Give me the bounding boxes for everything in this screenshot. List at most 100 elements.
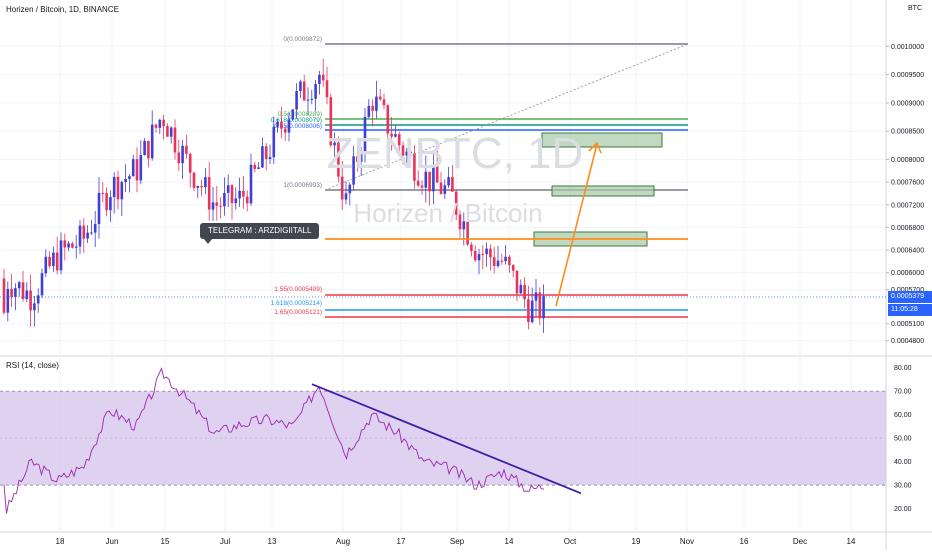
candle-body bbox=[439, 182, 443, 194]
candle-body bbox=[109, 197, 112, 211]
candle-body bbox=[29, 290, 32, 311]
candle-body bbox=[492, 257, 496, 267]
candle-body bbox=[470, 244, 473, 251]
candle-body bbox=[382, 99, 386, 106]
candle-body bbox=[280, 122, 283, 129]
candle-body bbox=[90, 232, 93, 234]
candle-body bbox=[378, 96, 382, 100]
candle-body bbox=[481, 254, 485, 256]
candle-body bbox=[333, 142, 336, 146]
callout-tail bbox=[204, 239, 212, 244]
fib-level-label: 1.618(0.0005214) bbox=[271, 300, 322, 307]
candle-body bbox=[527, 299, 530, 323]
price-tick-label: 0.0010000 bbox=[891, 44, 924, 51]
candle-body bbox=[71, 243, 74, 248]
candle-body bbox=[287, 119, 291, 133]
candle-body bbox=[363, 116, 367, 154]
candle-body bbox=[116, 176, 120, 200]
candle-body bbox=[405, 151, 409, 156]
candle-body bbox=[473, 250, 477, 261]
candle-body bbox=[173, 127, 177, 153]
target-zone-box bbox=[551, 185, 655, 197]
candle-body bbox=[519, 284, 523, 294]
candle-body bbox=[128, 176, 131, 180]
candle-body bbox=[120, 182, 124, 200]
price-tick-label: 0.0005100 bbox=[891, 321, 924, 328]
fib-level-label: 1.65(0.0005121) bbox=[274, 309, 322, 316]
countdown-tag: 11:05:28 bbox=[888, 304, 932, 316]
candle-body bbox=[447, 177, 450, 186]
candle-body bbox=[500, 260, 504, 262]
time-tick-label: 13 bbox=[268, 537, 277, 546]
rsi-trendline bbox=[311, 383, 582, 495]
candle-body bbox=[352, 156, 355, 185]
time-tick-label: 18 bbox=[56, 537, 65, 546]
candle-body bbox=[318, 74, 321, 84]
candle-body bbox=[78, 225, 82, 247]
candle-body bbox=[424, 171, 428, 188]
candle-body bbox=[394, 134, 397, 137]
candle-body bbox=[188, 153, 192, 173]
candles bbox=[2, 58, 545, 333]
candle-body bbox=[325, 80, 329, 98]
candle-body bbox=[17, 282, 21, 289]
fib-level-label: 1.55(0.0005409) bbox=[274, 286, 322, 293]
candle-body bbox=[52, 252, 55, 266]
drawings[interactable] bbox=[0, 43, 886, 495]
candle-body bbox=[291, 109, 295, 120]
candle-body bbox=[21, 282, 25, 300]
candle-body bbox=[508, 256, 511, 266]
telegram-callout[interactable]: TELEGRAM : ARZDIGIITALL bbox=[200, 223, 320, 239]
candle-body bbox=[207, 177, 211, 210]
candle-body bbox=[63, 240, 67, 248]
candle-body bbox=[166, 126, 169, 137]
candle-body bbox=[97, 192, 101, 225]
candle-body bbox=[245, 196, 249, 204]
candle-body bbox=[33, 303, 36, 311]
candle-body bbox=[435, 165, 439, 183]
candle-body bbox=[420, 185, 424, 188]
candle-body bbox=[6, 288, 10, 313]
candle-body bbox=[215, 202, 219, 206]
candle-body bbox=[413, 153, 416, 181]
rsi-tick-label: 20.00 bbox=[894, 506, 912, 513]
watermark-name: Horizen / Bitcoin bbox=[353, 198, 542, 228]
time-tick-label: 15 bbox=[161, 537, 170, 546]
time-tick-label: Aug bbox=[336, 537, 350, 546]
price-tick-label: 0.0008000 bbox=[891, 157, 924, 164]
candle-body bbox=[59, 240, 63, 271]
candle-body bbox=[409, 151, 412, 154]
candle-body bbox=[496, 260, 500, 267]
time-tick-label: 19 bbox=[632, 537, 641, 546]
price-tick-label: 0.0005700 bbox=[891, 287, 924, 294]
candle-body bbox=[504, 256, 507, 262]
projection-arrow bbox=[555, 143, 598, 307]
symbol-header: Horizen / Bitcoin, 1D, BINANCE bbox=[6, 5, 119, 14]
projection-arrowhead bbox=[588, 141, 602, 154]
candle-body bbox=[485, 248, 488, 255]
candle-body bbox=[200, 186, 203, 188]
time-tick-label: Nov bbox=[680, 537, 694, 546]
candle-body bbox=[466, 221, 469, 245]
candle-body bbox=[261, 146, 264, 168]
candle-body bbox=[432, 165, 435, 192]
price-tick-label: 0.0006000 bbox=[891, 270, 924, 277]
price-tick-label: 0.0007200 bbox=[891, 202, 924, 209]
time-tick-label: Oct bbox=[564, 537, 577, 546]
candle-body bbox=[356, 156, 359, 162]
rsi-tick-label: 30.00 bbox=[894, 483, 912, 490]
candle-body bbox=[299, 81, 302, 92]
candle-body bbox=[196, 186, 200, 188]
price-tick-label: 0.0007600 bbox=[891, 180, 924, 187]
candle-body bbox=[306, 99, 310, 101]
target-zone-box bbox=[541, 132, 663, 148]
candle-body bbox=[302, 81, 306, 101]
candle-body bbox=[143, 141, 146, 156]
target-boxes[interactable] bbox=[533, 132, 663, 247]
price-tick-label: 0.0006800 bbox=[891, 225, 924, 232]
time-tick-label: 17 bbox=[397, 537, 406, 546]
candle-body bbox=[93, 224, 97, 233]
candle-body bbox=[150, 124, 154, 159]
